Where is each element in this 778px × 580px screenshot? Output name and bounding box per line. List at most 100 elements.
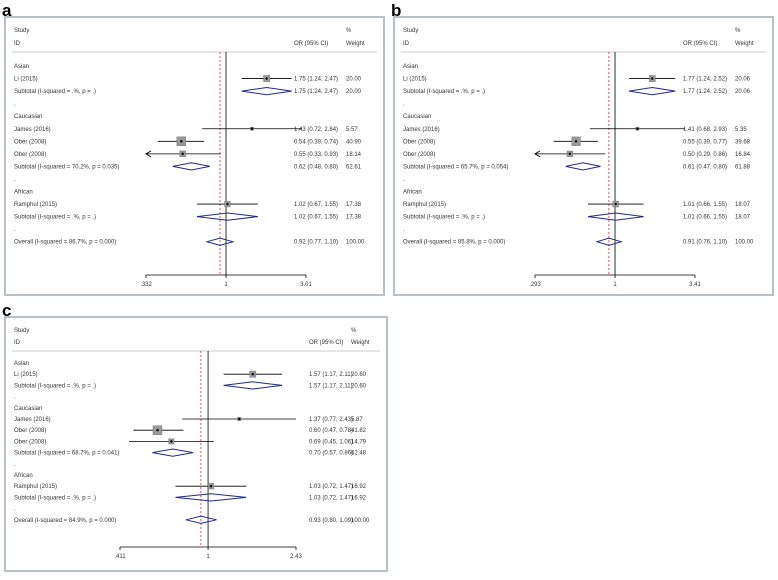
study-label: Ramphul (2015): [403, 202, 446, 208]
or-ci-value: 0.60 (0.47, 0.78): [309, 428, 353, 434]
study-label: Ober (2008): [14, 152, 46, 158]
study-label: Ober (2008): [14, 428, 46, 434]
x-tick-label: .293: [529, 282, 541, 288]
weight-value: 40.90: [346, 139, 362, 145]
panel-label-a: a: [2, 1, 12, 20]
subgroup-label: Caucasian: [14, 114, 42, 120]
overall-diamond: [185, 515, 217, 524]
row-spacer-dot: .: [14, 177, 16, 183]
study-label: Ober (2008): [403, 139, 435, 145]
x-tick-label: 1: [206, 554, 210, 560]
or-ci-value: 1.77 (1.24, 2.52): [683, 77, 727, 83]
row-spacer-dot: .: [14, 395, 16, 401]
or-ci-value: 0.54 (0.39, 0.74): [294, 139, 338, 145]
point-estimate-dot: [156, 429, 159, 432]
subgroup-label: Asian: [14, 361, 29, 367]
overall-label: Overall (I-squared = 84.9%, p = 0.000): [14, 518, 116, 524]
weight-value: 20.06: [735, 77, 751, 83]
x-tick-label: 3.41: [689, 282, 701, 288]
forest-plot-a: Study ID OR (95% CI)% Weight Asian Li (2015) 1…: [12, 28, 377, 288]
subtotal-label: Subtotal (I-squared = .%, p = .): [403, 215, 485, 221]
header-id: ID: [14, 340, 21, 346]
forest-plot-panel-b: Study ID OR (95% CI)% Weight Asian Li (2015) 1…: [393, 16, 774, 296]
forest-plot-c: Study ID OR (95% CI)% Weight Asian Li (2015) 1…: [12, 328, 380, 560]
point-estimate-dot: [574, 140, 578, 143]
subgroup-label: African: [14, 473, 33, 479]
subtotal-diamond: [565, 162, 601, 171]
row-spacer-dot: .: [14, 507, 16, 513]
study-label: Li (2015): [14, 77, 38, 83]
row-spacer-dot: .: [403, 227, 405, 233]
x-tick-label: 3.01: [300, 282, 312, 288]
weight-value: 14.79: [351, 439, 367, 445]
header-percent: %: [735, 28, 741, 34]
subtotal-diamond: [587, 212, 644, 221]
subtotal-diamond: [175, 493, 247, 502]
or-ci-value: 0.70 (0.57, 0.86): [309, 451, 353, 457]
or-ci-value: 0.69 (0.45, 1.06): [309, 439, 353, 445]
weight-value: 62.48: [351, 451, 367, 457]
subtotal-label: Subtotal (I-squared = .%, p = .): [14, 89, 96, 95]
weight-value: 17.38: [346, 202, 362, 208]
header-study: Study: [14, 328, 29, 334]
weight-value: 16.84: [735, 152, 751, 158]
weight-value: 16.92: [351, 495, 367, 501]
truncation-arrow: [145, 150, 152, 158]
header-or: OR (95% CI): [309, 340, 343, 346]
point-estimate-dot: [614, 202, 617, 206]
header-id: ID: [14, 41, 21, 47]
study-label: James (2016): [403, 127, 440, 133]
point-estimate-dot: [181, 152, 184, 156]
subgroup-label: African: [14, 190, 33, 196]
or-ci-value: 1.75 (1.24, 2.47): [294, 77, 338, 83]
point-estimate-dot: [265, 77, 268, 80]
or-ci-value: 0.61 (0.47, 0.80): [683, 164, 727, 170]
weight-value: 20.60: [351, 383, 367, 389]
or-ci-value: 1.43 (0.72, 2.84): [294, 127, 338, 133]
or-ci-value: 1.41 (0.68, 2.93): [683, 127, 727, 133]
weight-value: 62.61: [346, 164, 362, 170]
or-ci-value: 0.50 (0.29, 0.86): [683, 152, 727, 158]
weight-value: 61.88: [735, 164, 751, 170]
weight-value: 17.38: [346, 215, 362, 221]
header-or: OR (95% CI): [294, 41, 328, 47]
header-study: Study: [14, 28, 29, 34]
study-label: Ober (2008): [14, 439, 46, 445]
subtotal-label: Subtotal (I-squared = 70.2%, p = 0.035): [14, 164, 119, 170]
panel-label-c: c: [2, 301, 12, 320]
or-ci-value: 0.92 (0.77, 1.10): [294, 240, 338, 246]
study-label: Ober (2008): [403, 152, 435, 158]
study-label: Li (2015): [403, 77, 427, 83]
or-ci-value: 0.62 (0.48, 0.80): [294, 164, 338, 170]
subtotal-diamond: [152, 448, 194, 457]
forest-plot-b: Study ID OR (95% CI)% Weight Asian Li (2015) 1…: [401, 28, 766, 288]
subtotal-diamond: [196, 212, 258, 221]
or-ci-value: 0.93 (0.80, 1.09): [309, 518, 353, 524]
or-ci-value: 1.02 (0.67, 1.55): [294, 202, 338, 208]
or-ci-value: 1.02 (0.67, 1.55): [294, 215, 338, 221]
study-label: Ober (2008): [14, 139, 46, 145]
subtotal-label: Subtotal (I-squared = .%, p = .): [14, 495, 96, 501]
header-weight: Weight: [351, 340, 370, 346]
weight-value: 41.82: [351, 428, 367, 434]
weight-value: 5.57: [346, 127, 358, 133]
or-ci-value: 1.03 (0.72, 1.47): [309, 495, 353, 501]
weight-value: 18.07: [735, 202, 751, 208]
row-spacer-dot: .: [14, 462, 16, 468]
or-ci-value: 1.75 (1.24, 2.47): [294, 89, 338, 95]
row-spacer-dot: .: [14, 227, 16, 233]
row-spacer-dot: .: [14, 102, 16, 108]
row-spacer-dot: .: [403, 102, 405, 108]
subtotal-diamond: [628, 86, 676, 96]
study-label: Li (2015): [14, 372, 38, 378]
header-weight: Weight: [735, 41, 754, 47]
weight-value: 18.07: [735, 215, 751, 221]
header-percent: %: [346, 28, 352, 34]
subtotal-label: Subtotal (I-squared = .%, p = .): [14, 383, 96, 389]
subgroup-label: Asian: [403, 64, 418, 70]
subtotal-diamond: [172, 162, 210, 171]
point-estimate-dot: [568, 152, 572, 156]
point-estimate-dot: [209, 485, 213, 488]
header-or: OR (95% CI): [683, 41, 717, 47]
